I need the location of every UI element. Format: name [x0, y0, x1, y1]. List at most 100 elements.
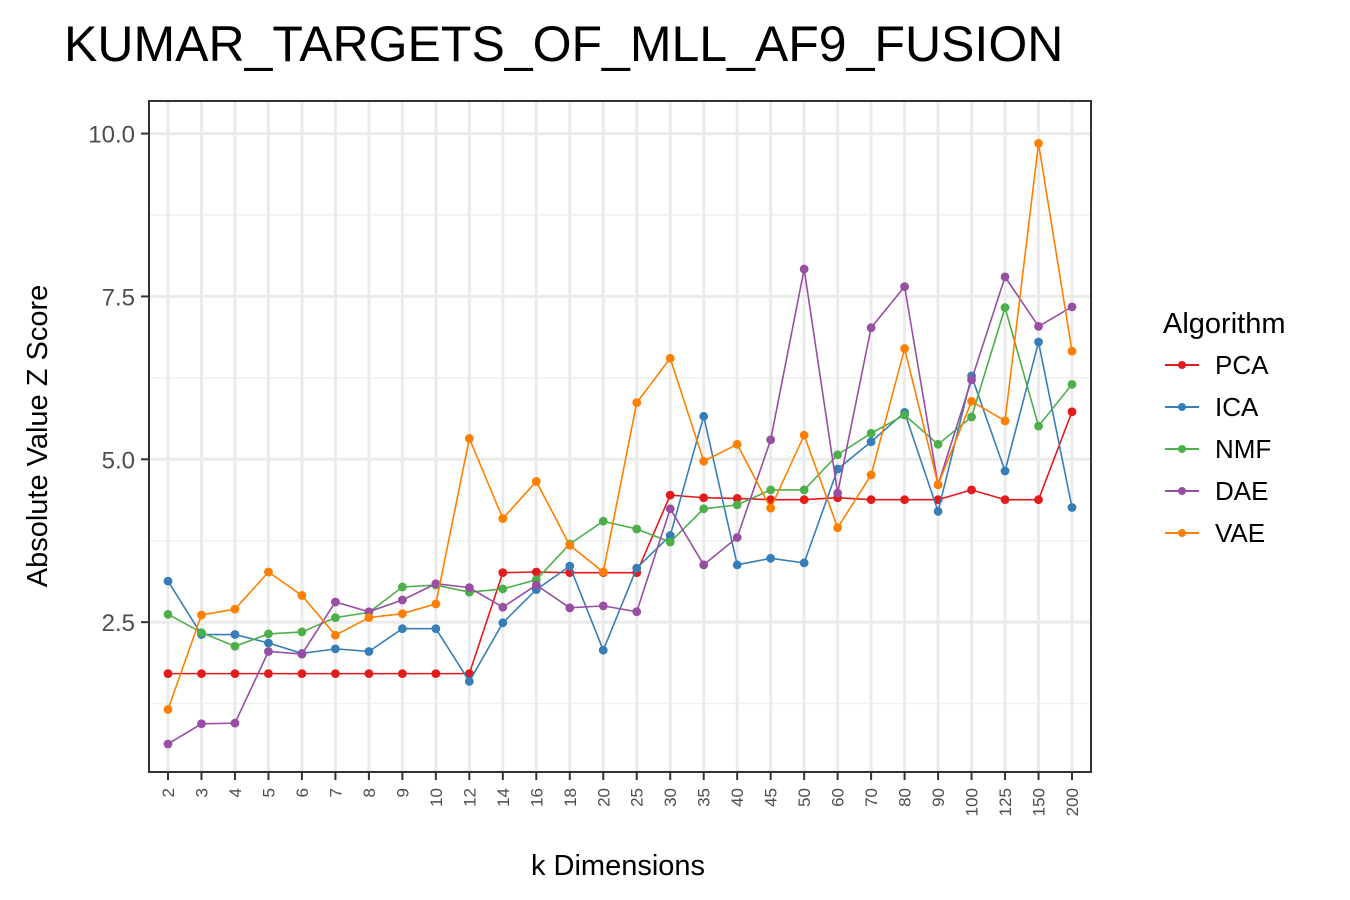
data-point-nmf [163, 609, 173, 619]
data-point-vae [464, 434, 474, 443]
data-point-pca [431, 669, 441, 679]
data-point-vae [163, 705, 173, 714]
data-point-dae [665, 504, 675, 514]
data-point-nmf [799, 485, 809, 495]
data-point-dae [732, 533, 742, 542]
legend-item-vae: VAE [1163, 512, 1286, 554]
data-point-vae [766, 503, 776, 513]
data-point-pca [230, 669, 240, 679]
x-tick-label: 8 [360, 788, 379, 797]
data-point-vae [498, 514, 508, 523]
data-point-dae [297, 649, 307, 659]
data-point-nmf [900, 410, 909, 420]
series-vae [163, 138, 1077, 714]
x-tick-label: 18 [561, 788, 580, 807]
data-point-nmf [297, 627, 307, 637]
y-tick-label: 7.5 [102, 284, 135, 311]
y-tick-label: 5.0 [102, 447, 135, 474]
legend: Algorithm PCA ICA NMF DAE VAE [1163, 304, 1286, 554]
data-point-dae [431, 579, 441, 589]
data-point-vae [565, 540, 575, 550]
data-point-nmf [498, 584, 508, 594]
data-point-pca [866, 495, 876, 505]
data-point-vae [397, 609, 407, 619]
data-point-vae [732, 439, 742, 449]
x-tick-label: 14 [494, 788, 513, 807]
data-point-dae [331, 597, 340, 607]
data-point-dae [1034, 322, 1043, 331]
data-point-dae [766, 435, 776, 445]
x-tick-label: 40 [728, 788, 747, 807]
data-point-nmf [1067, 379, 1077, 389]
data-point-pca [331, 669, 340, 679]
legend-item-nmf: NMF [1163, 428, 1286, 470]
data-point-pca [264, 669, 273, 679]
data-point-dae [967, 375, 976, 385]
x-tick-label: 35 [695, 788, 714, 807]
data-point-pca [531, 567, 541, 577]
legend-label: PCA [1215, 350, 1269, 380]
grid-lines [149, 101, 1091, 772]
data-point-ica [364, 647, 374, 656]
data-point-dae [598, 601, 608, 611]
x-tick-label: 2 [159, 788, 178, 797]
series-pca [163, 407, 1077, 679]
data-point-nmf [766, 485, 776, 495]
series-line-vae [167, 143, 1073, 710]
data-point-vae [297, 591, 307, 600]
data-point-dae [264, 647, 273, 656]
data-point-ica [766, 553, 776, 563]
data-point-vae [866, 470, 876, 480]
x-tick-label: 6 [293, 788, 312, 797]
legend-item-dae: DAE [1163, 470, 1286, 512]
data-point-vae [598, 567, 608, 577]
series-line-nmf [167, 304, 1073, 648]
x-tick-label: 70 [862, 788, 881, 807]
plot-background [149, 101, 1091, 772]
data-point-dae [498, 602, 508, 612]
data-point-ica [498, 618, 508, 628]
data-point-ica [331, 644, 340, 654]
legend-marker [1178, 529, 1186, 537]
legend-marker [1178, 487, 1186, 495]
data-point-dae [1000, 272, 1010, 282]
data-point-ica [1067, 503, 1077, 512]
data-point-vae [431, 599, 441, 609]
x-tick-label: 45 [762, 788, 781, 807]
data-point-ica [799, 558, 809, 568]
x-tick-label: 9 [393, 788, 412, 797]
legend-item-pca: PCA [1163, 344, 1286, 386]
data-point-ica [163, 576, 173, 586]
series-layer [163, 138, 1077, 749]
y-tick-label: 10.0 [88, 122, 135, 149]
plot-panel-border [148, 100, 1092, 773]
data-point-pca [1034, 495, 1043, 505]
legend-label: ICA [1215, 392, 1259, 422]
data-point-pca [498, 568, 508, 578]
data-point-ica [866, 437, 876, 447]
x-tick-label: 30 [661, 788, 680, 807]
x-tick-label: 80 [896, 788, 915, 807]
data-point-vae [531, 477, 541, 486]
y-axis-label: Absolute Value Z Score [22, 285, 54, 588]
x-tick-label: 60 [829, 788, 848, 807]
x-tick-label: 3 [192, 788, 211, 797]
data-point-pca [163, 669, 173, 679]
data-point-dae [866, 323, 876, 333]
series-line-pca [168, 411, 1073, 675]
data-point-ica [699, 411, 709, 421]
data-point-pca [799, 495, 809, 505]
x-tick-label: 12 [460, 788, 479, 807]
x-tick-label: 200 [1063, 788, 1082, 816]
x-tick-label: 4 [226, 788, 245, 797]
data-point-ica [431, 624, 441, 634]
axes: 2.55.07.510.02 3 4 5 6 7 8 9 10 12 14 16 18 20 25 30 35 4… [88, 122, 1082, 817]
data-point-dae [1067, 302, 1077, 312]
x-tick-label: 125 [996, 788, 1015, 816]
data-point-nmf [699, 504, 709, 514]
x-tick-label: 25 [628, 788, 647, 807]
data-point-nmf [230, 641, 240, 651]
data-point-pca [364, 669, 374, 679]
x-tick-label: 7 [326, 788, 345, 797]
data-point-dae [565, 603, 575, 613]
